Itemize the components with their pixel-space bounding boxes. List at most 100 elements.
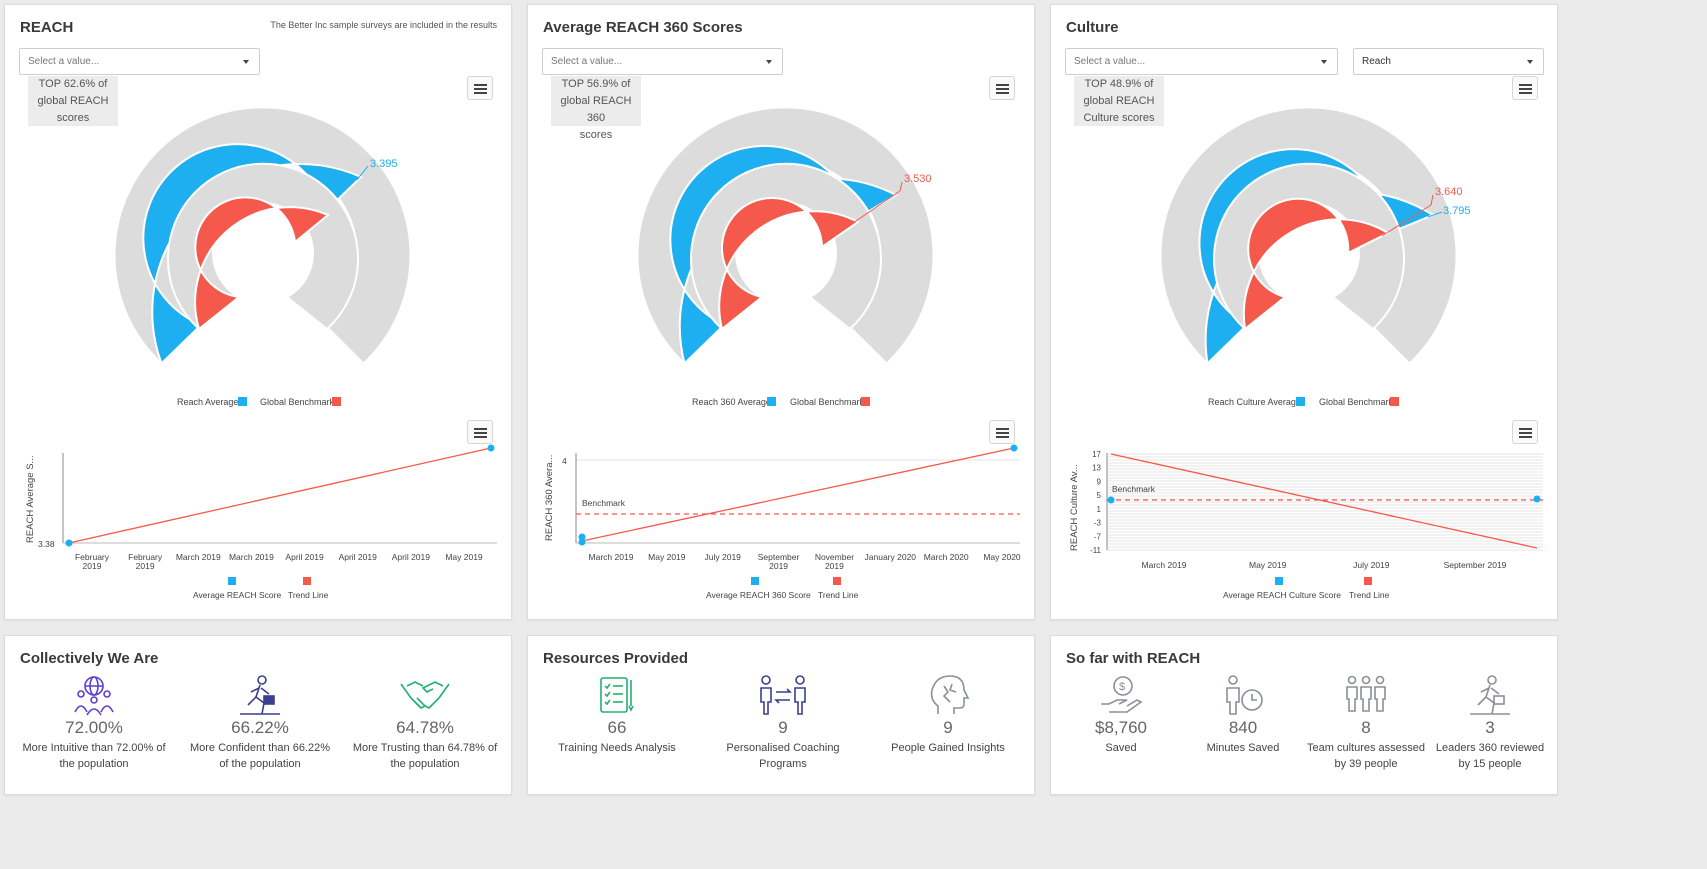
culture-gauge-inner-fill — [1242, 197, 1391, 331]
running-person-icon — [240, 675, 280, 715]
reach360-trend-line — [581, 447, 1015, 542]
culture-gauge-label-red: 3.640 — [1435, 186, 1463, 198]
reach-select[interactable]: Select a value... — [19, 48, 260, 75]
stat-intuitive-label: More Intuitive than 72.00% of the popula… — [22, 742, 166, 770]
culture-type-select-value: Reach — [1362, 56, 1391, 67]
reach-legend-benchmark: Global Benchmark — [260, 397, 335, 407]
reach-trend-x-label: April 2019 — [339, 552, 378, 562]
reach-trend-x-label: May 2019 — [445, 552, 483, 562]
culture-trend-x-label: September 2019 — [1444, 560, 1507, 570]
reach360-trend-x-label: September 2019 — [758, 552, 800, 571]
handshake-icon — [400, 681, 450, 709]
coaching-icon — [760, 675, 806, 715]
team-icon — [1346, 675, 1386, 712]
reach360-select-placeholder: Select a value... — [551, 56, 623, 67]
reach360-trend-legend-trend-swatch — [833, 577, 841, 585]
reach360-gauge-menu-button[interactable] — [989, 76, 1015, 100]
reach-gauge-chart: 3.395 Reach Average Global Benchmark REA… — [25, 106, 497, 600]
resources-card: Resources Provided 66 Training Needs Ana… — [527, 635, 1035, 795]
hamburger-icon — [1519, 428, 1532, 430]
stat-saved-value: $8,760 — [1095, 718, 1147, 737]
culture-trend-menu-button[interactable] — [1512, 420, 1538, 444]
culture-legend-benchmark: Global Benchmark — [1319, 397, 1394, 407]
reach-title: REACH — [20, 19, 74, 36]
stat-team-cultures-value: 8 — [1361, 718, 1371, 737]
culture-type-select[interactable]: Reach — [1353, 48, 1544, 75]
collectively-card: Collectively We Are 72.00% More Intuitiv… — [4, 635, 512, 795]
reach360-gauge-connector — [852, 190, 901, 224]
chevron-down-icon — [1527, 60, 1533, 64]
reach360-gauge-connector-2 — [899, 181, 903, 192]
reach-card: REACH The Better Inc sample surveys are … — [4, 4, 512, 620]
stat-insights-label: People Gained Insights — [891, 742, 1005, 754]
stat-confident-value: 66.22% — [231, 718, 289, 737]
reach-gauge-label: 3.395 — [370, 158, 398, 170]
reach360-top-badge: TOP 56.9% of global REACH 360 scores — [551, 76, 641, 141]
chevron-down-icon — [1321, 60, 1327, 64]
reach-legend-benchmark-swatch — [332, 397, 341, 406]
culture-trend-gridlines — [1107, 453, 1543, 551]
stat-saved-label: Saved — [1105, 742, 1137, 754]
culture-card: Culture Select a value... Reach TOP 48.9… — [1050, 4, 1558, 620]
svg-text:$: $ — [1119, 681, 1125, 693]
reach-trend-x-label: April 2019 — [392, 552, 431, 562]
reach360-trend-x-label: March 2020 — [924, 552, 969, 562]
reach360-trend-ytick: 4 — [562, 456, 567, 466]
culture-trend-y-tick: -7 — [1094, 532, 1102, 541]
head-insight-icon — [930, 675, 970, 714]
culture-legend-average: Reach Culture Average — [1208, 397, 1301, 407]
culture-trend-y-tick: 13 — [1092, 464, 1101, 473]
culture-legend-average-swatch — [1296, 397, 1305, 406]
reach360-gauge-inner-fill — [718, 197, 860, 331]
culture-gauge-connector-red-2 — [1430, 194, 1434, 206]
reach360-card: Average REACH 360 Scores Select a value.… — [527, 4, 1035, 620]
reach360-trend-point-1 — [578, 533, 586, 541]
sofar-card: So far with REACH $ $8,760 Saved 840 Min… — [1050, 635, 1558, 795]
culture-select-placeholder: Select a value... — [1074, 56, 1146, 67]
culture-trend-x-label: May 2019 — [1249, 560, 1287, 570]
stat-trusting-value: 64.78% — [396, 718, 454, 737]
stat-insights-value: 9 — [943, 718, 953, 737]
culture-gauge-connector-blue — [1427, 211, 1443, 218]
stat-leaders: 3 Leaders 360 reviewed by 15 people — [1429, 674, 1551, 772]
sofar-title: So far with REACH — [1066, 650, 1201, 667]
reach-gauge-menu-button[interactable] — [467, 76, 493, 100]
reach-legend-average: Reach Average — [177, 397, 238, 407]
reach360-trend-point-last — [1010, 444, 1018, 452]
reach-trend-point-last — [487, 444, 495, 452]
reach-trend-menu-button[interactable] — [467, 420, 493, 444]
culture-gauge-connector-red — [1381, 204, 1432, 237]
stat-minutes-label: Minutes Saved — [1206, 742, 1280, 754]
culture-gauge-menu-button[interactable] — [1512, 76, 1538, 100]
reach360-trend-point-2 — [578, 538, 586, 546]
stat-training-label: Training Needs Analysis — [558, 742, 676, 754]
reach-trend-x-label: March 2019 — [176, 552, 221, 562]
culture-trend-legend-score: Average REACH Culture Score — [1223, 590, 1341, 600]
stat-trusting: 64.78% More Trusting than 64.78% of the … — [350, 674, 500, 772]
reach360-trend-menu-button[interactable] — [989, 420, 1015, 444]
culture-title: Culture — [1066, 19, 1119, 36]
reach-trend-ylabel: REACH Average S... — [25, 456, 36, 543]
stat-team-cultures-label: Team cultures assessed by 39 people — [1307, 742, 1425, 770]
culture-trend-ylabel: REACH Culture Av... — [1069, 464, 1080, 551]
stat-leaders-value: 3 — [1485, 718, 1495, 737]
stat-confident-label: More Confident than 66.22% of the popula… — [189, 742, 331, 770]
reach360-trend-x-labels: March 2019 May 2019 July 2019 September 2019… — [589, 552, 1021, 571]
reach-top-badge: TOP 62.6% of global REACH scores — [28, 76, 118, 126]
reach-select-placeholder: Select a value... — [28, 56, 100, 67]
reach-gauge-connector — [356, 165, 369, 181]
reach360-legend-average-swatch — [767, 397, 776, 406]
culture-benchmark-label: Benchmark — [1112, 484, 1156, 494]
reach-trend-legend-trend: Trend Line — [288, 590, 329, 600]
reach-trend-x-label: February 2019 — [75, 552, 110, 571]
chevron-down-icon — [243, 60, 249, 64]
reach360-select[interactable]: Select a value... — [542, 48, 783, 75]
reach360-title: Average REACH 360 Scores — [543, 19, 743, 36]
reach-trend-x-label: February 2019 — [128, 552, 163, 571]
culture-trend-y-tick: -3 — [1094, 519, 1102, 528]
culture-trend-point-last — [1533, 495, 1541, 503]
culture-trend-legend-score-swatch — [1275, 577, 1283, 585]
culture-select[interactable]: Select a value... — [1065, 48, 1338, 75]
reach-trend-legend-trend-swatch — [303, 577, 311, 585]
culture-legend-benchmark-swatch — [1390, 397, 1399, 406]
